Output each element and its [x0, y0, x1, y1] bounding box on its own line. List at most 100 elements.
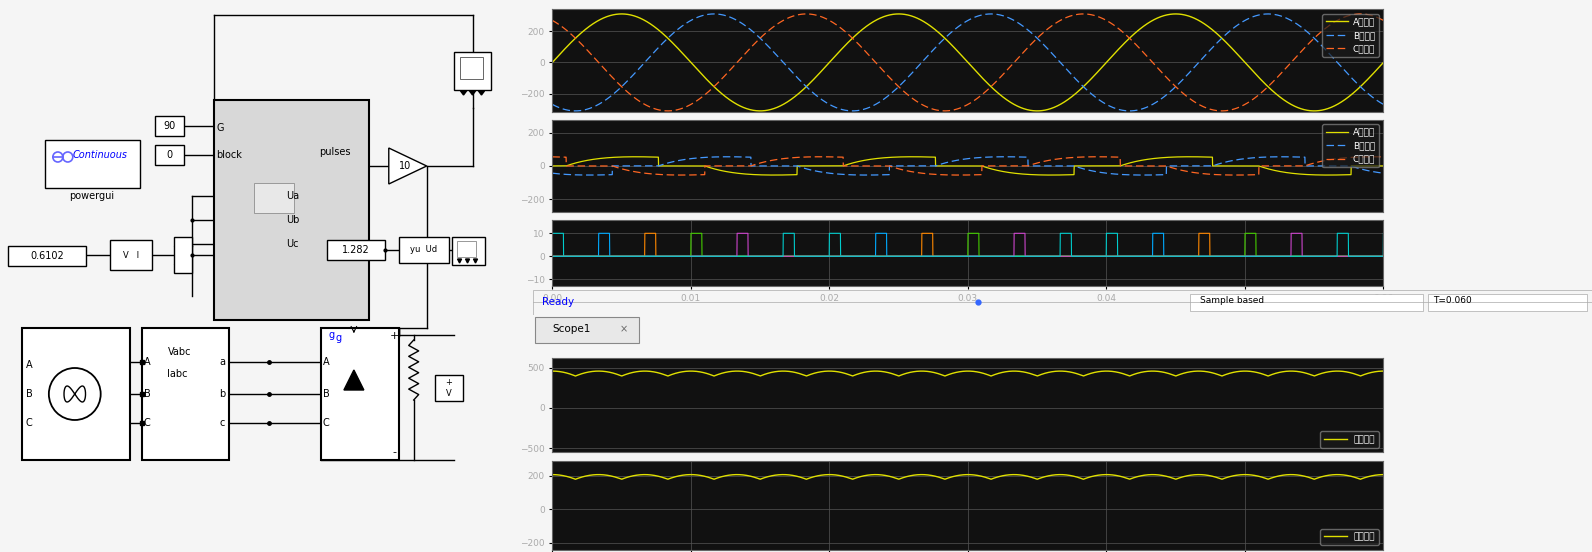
Text: +
V: + V — [446, 378, 452, 397]
Bar — [45, 140, 140, 188]
Polygon shape — [479, 91, 484, 95]
A相电流 — [892, 153, 911, 160]
Text: Ua: Ua — [287, 191, 299, 201]
Text: ×: × — [621, 324, 629, 334]
Text: Sample based: Sample based — [1200, 296, 1264, 305]
Line: 输出电压: 输出电压 — [552, 371, 1383, 376]
B相电压 — [938, 32, 957, 39]
Bar — [326, 240, 385, 260]
C相电流 — [1374, 153, 1393, 160]
A相电压 — [899, 12, 919, 18]
Text: b: b — [220, 389, 226, 399]
A相电流 — [938, 163, 957, 169]
Text: c: c — [220, 418, 226, 428]
B相电压 — [893, 80, 912, 87]
输出电压 — [543, 368, 562, 374]
A相电流 — [899, 153, 919, 160]
输出电流 — [898, 473, 917, 480]
A相电流 — [1041, 172, 1060, 178]
Bar — [398, 237, 449, 263]
A相电流 — [1348, 163, 1368, 169]
A相电压 — [1348, 85, 1368, 92]
Text: 10: 10 — [398, 161, 411, 171]
B相电流 — [1307, 163, 1326, 169]
输出电压 — [892, 371, 911, 378]
Text: block: block — [217, 150, 242, 160]
输出电流 — [1348, 475, 1368, 482]
输出电压 — [1307, 371, 1326, 378]
C相电压 — [1307, 33, 1326, 39]
Text: B: B — [143, 389, 150, 399]
C相电压 — [1146, 63, 1165, 70]
Text: +: + — [390, 331, 400, 341]
B相电压 — [1307, 38, 1326, 44]
Text: C: C — [323, 418, 330, 428]
A相电压 — [1374, 59, 1393, 66]
Text: A: A — [323, 357, 330, 367]
输出电压 — [1146, 368, 1165, 375]
输出电流 — [1146, 471, 1165, 478]
输出电压 — [938, 371, 957, 378]
Polygon shape — [473, 259, 478, 263]
Text: powergui: powergui — [68, 191, 115, 201]
A相电压 — [938, 38, 957, 44]
A相电压 — [1307, 108, 1326, 114]
Text: g: g — [336, 333, 342, 343]
Line: B相电压: B相电压 — [552, 14, 1383, 111]
B相电流 — [856, 172, 876, 178]
Bar — [154, 116, 185, 136]
Text: Scope1: Scope1 — [552, 324, 591, 334]
C相电流 — [1307, 159, 1326, 166]
Text: Vabc: Vabc — [167, 347, 191, 357]
Text: V   I: V I — [123, 251, 139, 259]
输出电压 — [1374, 368, 1393, 374]
Line: A相电压: A相电压 — [552, 14, 1383, 111]
Line: C相电流: C相电流 — [552, 157, 1383, 175]
Bar — [322, 328, 398, 460]
A相电压 — [611, 10, 630, 17]
Text: A: A — [25, 360, 32, 370]
Text: Ub: Ub — [287, 215, 299, 225]
Text: pulses: pulses — [318, 147, 350, 157]
Text: -: - — [393, 447, 396, 457]
C相电流 — [1146, 163, 1165, 169]
B相电压 — [899, 73, 919, 80]
C相电压 — [1348, 10, 1368, 17]
Polygon shape — [470, 91, 476, 95]
输出电流 — [543, 471, 562, 478]
Polygon shape — [460, 91, 466, 95]
Text: C: C — [143, 418, 150, 428]
输出电压 — [1348, 372, 1368, 379]
C相电流 — [899, 168, 919, 174]
Text: G: G — [217, 123, 224, 133]
Line: C相电压: C相电压 — [552, 14, 1383, 111]
输出电流 — [938, 475, 957, 482]
Text: 90: 90 — [164, 121, 175, 131]
Bar — [454, 52, 492, 90]
Bar — [175, 237, 193, 273]
A相电压 — [1146, 15, 1165, 22]
Bar — [8, 246, 86, 266]
B相电流 — [1146, 172, 1165, 178]
Text: Uc: Uc — [287, 239, 299, 249]
Text: B: B — [323, 389, 330, 399]
A相电压 — [543, 59, 562, 66]
Polygon shape — [465, 259, 470, 263]
Text: B: B — [25, 389, 32, 399]
B相电压 — [565, 108, 584, 114]
B相电流 — [893, 163, 912, 169]
Legend: 输出电流: 输出电流 — [1320, 529, 1379, 545]
输出电流 — [1374, 471, 1393, 478]
C相电压 — [543, 17, 562, 24]
A相电流 — [1374, 163, 1393, 169]
Bar — [535, 317, 640, 343]
Bar — [255, 183, 295, 213]
B相电流 — [543, 170, 562, 177]
B相电压 — [1348, 81, 1368, 88]
C相电流 — [672, 172, 691, 178]
输出电流 — [892, 475, 911, 481]
Text: g: g — [330, 330, 334, 340]
B相电流 — [718, 153, 737, 160]
B相电压 — [1146, 99, 1165, 105]
输出电流 — [1097, 471, 1116, 478]
